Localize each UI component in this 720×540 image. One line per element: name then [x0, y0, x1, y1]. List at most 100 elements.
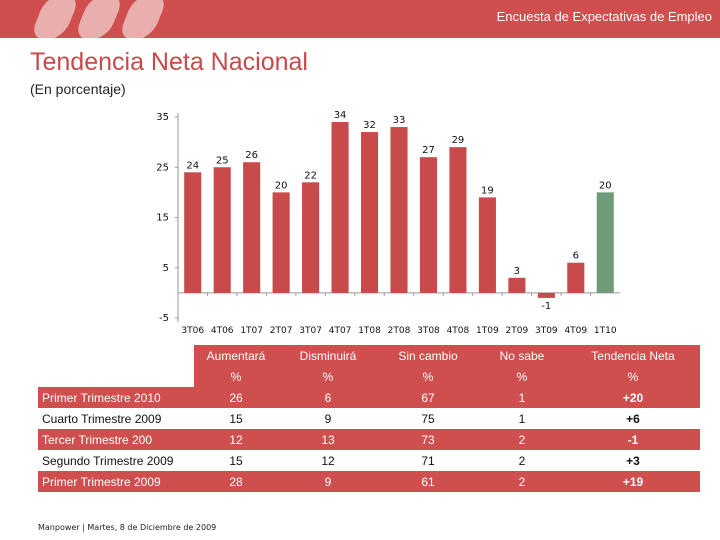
- table-row: Segundo Trimestre 2009 15 12 71 2 +3: [38, 450, 700, 471]
- table-row: Primer Trimestre 2010 26 6 67 1 +20: [38, 387, 700, 408]
- y-tick-label: 5: [163, 263, 169, 274]
- chart-bar: [508, 277, 526, 293]
- row-label: Primer Trimestre 2010: [38, 387, 194, 408]
- table-header-blank: [38, 345, 194, 366]
- cell-tendencia-neta: -1: [566, 429, 700, 450]
- unit-aumentara: %: [194, 366, 278, 387]
- cell-sin-cambio: 71: [378, 450, 478, 471]
- y-tick-label: 15: [156, 213, 169, 224]
- unit-tendencia-neta: %: [566, 366, 700, 387]
- cell-no-sabe: 2: [478, 450, 566, 471]
- data-label: 22: [304, 170, 317, 181]
- row-label: Segundo Trimestre 2009: [38, 450, 194, 471]
- chart-bar: [478, 197, 496, 293]
- data-label: 25: [216, 155, 229, 166]
- col-header-tendencia-neta: Tendencia Neta: [566, 345, 700, 366]
- data-label: 32: [363, 120, 376, 131]
- x-tick-label: 4T06: [211, 326, 234, 336]
- y-tick-label: 35: [156, 112, 169, 123]
- cell-sin-cambio: 73: [378, 429, 478, 450]
- x-tick-label: 4T09: [564, 326, 587, 336]
- cell-sin-cambio: 67: [378, 387, 478, 408]
- data-table: Aumentará Disminuirá Sin cambio No sabe …: [38, 345, 700, 492]
- chart-bar: [449, 147, 467, 293]
- chart-bar: [272, 192, 290, 293]
- cell-aumentara: 28: [194, 471, 278, 492]
- table-units-blank: [38, 366, 194, 387]
- chart-bar: [537, 292, 555, 298]
- x-tick-label: 1T10: [594, 326, 617, 336]
- y-tick-label: 25: [156, 162, 169, 173]
- chart-bar: [184, 172, 202, 293]
- data-label: 29: [452, 135, 465, 146]
- x-tick-label: 1T07: [240, 326, 263, 336]
- cell-no-sabe: 1: [478, 408, 566, 429]
- cell-disminuira: 9: [278, 471, 378, 492]
- table-units-row: % % % % %: [38, 366, 700, 387]
- data-label: 6: [573, 251, 579, 262]
- cell-aumentara: 15: [194, 408, 278, 429]
- cell-disminuira: 13: [278, 429, 378, 450]
- col-header-sin-cambio: Sin cambio: [378, 345, 478, 366]
- header-bar: Encuesta de Expectativas de Empleo: [0, 0, 720, 40]
- cell-sin-cambio: 75: [378, 408, 478, 429]
- cell-tendencia-neta: +6: [566, 408, 700, 429]
- y-tick-label: -5: [159, 313, 169, 324]
- table-row: Primer Trimestre 2009 28 9 61 2 +19: [38, 471, 700, 492]
- x-tick-label: 2T08: [388, 326, 411, 336]
- x-tick-label: 2T09: [506, 326, 529, 336]
- cell-no-sabe: 2: [478, 429, 566, 450]
- chart-bar: [243, 162, 261, 293]
- data-label: 3: [514, 266, 520, 277]
- table-row: Cuarto Trimestre 2009 15 9 75 1 +6: [38, 408, 700, 429]
- cell-aumentara: 15: [194, 450, 278, 471]
- chart-bar: [360, 132, 379, 293]
- data-label: 20: [599, 180, 612, 191]
- chart-bar: [213, 167, 231, 293]
- page-title: Tendencia Neta Nacional: [30, 48, 308, 76]
- data-label: 20: [275, 180, 288, 191]
- x-tick-label: 1T08: [358, 326, 381, 336]
- row-label: Cuarto Trimestre 2009: [38, 408, 194, 429]
- cell-aumentara: 26: [194, 387, 278, 408]
- x-tick-label: 3T08: [417, 326, 440, 336]
- chart-bar: [419, 157, 438, 293]
- chart-bar: [331, 122, 349, 293]
- cell-sin-cambio: 61: [378, 471, 478, 492]
- footer-text: Manpower | Martes, 8 de Diciembre de 200…: [38, 523, 217, 532]
- x-tick-label: 2T07: [270, 326, 293, 336]
- chart-bar: [567, 262, 585, 293]
- x-tick-label: 3T06: [181, 326, 204, 336]
- unit-sin-cambio: %: [378, 366, 478, 387]
- table-header-row: Aumentará Disminuirá Sin cambio No sabe …: [38, 345, 700, 366]
- data-label: 26: [245, 150, 258, 161]
- cell-disminuira: 9: [278, 408, 378, 429]
- table-row: Tercer Trimestre 200 12 13 73 2 -1: [38, 429, 700, 450]
- data-label: 34: [334, 110, 347, 121]
- cell-tendencia-neta: +19: [566, 471, 700, 492]
- data-label: 33: [393, 115, 406, 126]
- x-tick-label: 4T07: [329, 326, 352, 336]
- row-label: Primer Trimestre 2009: [38, 471, 194, 492]
- col-header-aumentara: Aumentará: [194, 345, 278, 366]
- chart-bar: [302, 182, 320, 293]
- cell-disminuira: 12: [278, 450, 378, 471]
- cell-tendencia-neta: +3: [566, 450, 700, 471]
- bar-chart: 35 25 15 5 -5 24 3T06 25 4T06 26 1T07 20 2T07 22 3T07 3…: [156, 110, 620, 336]
- x-tick-label: 4T08: [447, 326, 470, 336]
- data-label: 27: [422, 145, 435, 156]
- cell-tendencia-neta: +20: [566, 387, 700, 408]
- header-title: Encuesta de Expectativas de Empleo: [496, 9, 712, 24]
- x-tick-label: 3T09: [535, 326, 558, 336]
- cell-no-sabe: 1: [478, 387, 566, 408]
- cell-no-sabe: 2: [478, 471, 566, 492]
- data-label: 24: [186, 160, 199, 171]
- col-header-disminuira: Disminuirá: [278, 345, 378, 366]
- chart-bar: [596, 192, 614, 293]
- chart-bar: [390, 127, 408, 293]
- x-tick-label: 3T07: [299, 326, 322, 336]
- data-label: -1: [541, 301, 551, 312]
- unit-disminuira: %: [278, 366, 378, 387]
- data-label: 19: [481, 185, 494, 196]
- unit-no-sabe: %: [478, 366, 566, 387]
